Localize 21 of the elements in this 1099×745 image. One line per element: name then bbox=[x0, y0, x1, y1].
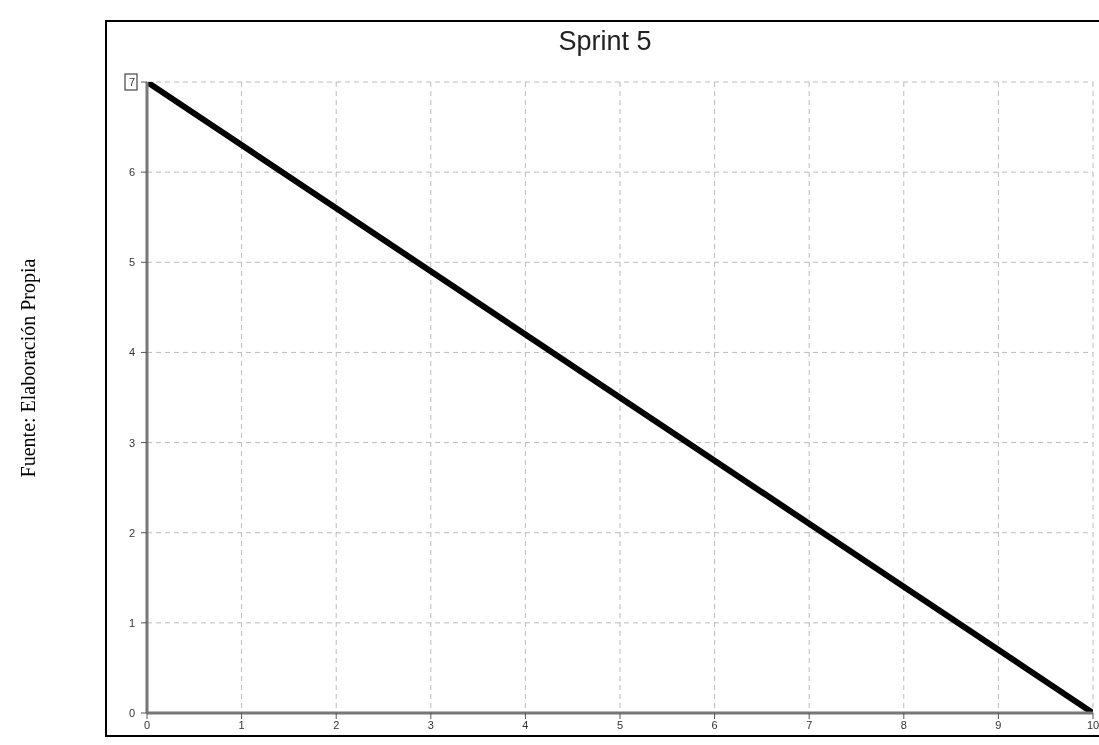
y-tick-label: 6 bbox=[128, 166, 135, 179]
source-note: Fuente: Elaboración Propia bbox=[16, 258, 40, 478]
y-tick-label: 1 bbox=[128, 616, 135, 629]
x-tick-label: 3 bbox=[427, 718, 434, 731]
x-tick-label: 9 bbox=[995, 718, 1002, 731]
y-tick-label: 4 bbox=[128, 346, 135, 359]
x-tick-label: 8 bbox=[900, 718, 907, 731]
x-tick-label: 4 bbox=[522, 718, 529, 731]
x-tick-label: 1 bbox=[238, 718, 245, 731]
x-tick-label: 0 bbox=[143, 718, 151, 731]
y-tick-label: 2 bbox=[128, 526, 135, 539]
x-tick-label: 7 bbox=[806, 718, 813, 731]
chart-title: Sprint 5 bbox=[557, 26, 653, 57]
x-tick-label: 10 bbox=[1086, 718, 1099, 731]
y-tick-label: 3 bbox=[128, 436, 135, 449]
y-tick-label: 0 bbox=[128, 707, 135, 719]
x-tick-label: 5 bbox=[616, 718, 624, 731]
x-tick-label: 2 bbox=[333, 718, 340, 731]
y-tick-label: 7 bbox=[128, 76, 135, 88]
y-tick-label: 5 bbox=[128, 256, 135, 269]
x-tick-label: 6 bbox=[711, 718, 718, 731]
